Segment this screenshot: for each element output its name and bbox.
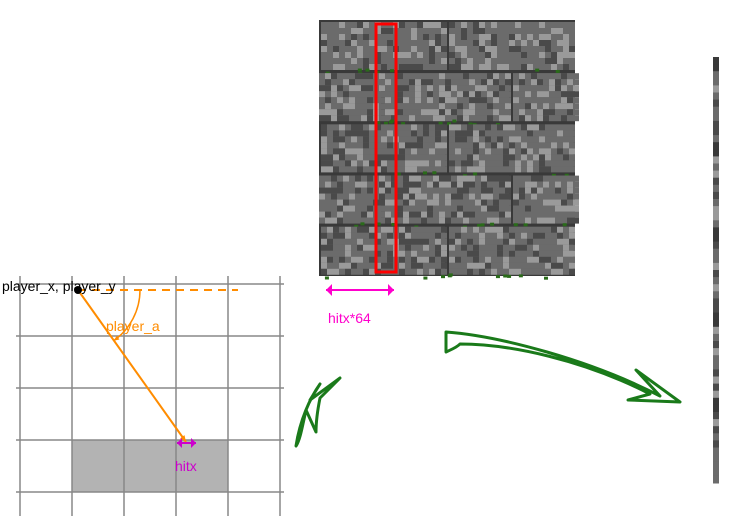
flow-arrow-2 <box>446 332 680 402</box>
rendered-strip <box>713 57 719 484</box>
player-label: player_x, player_y <box>2 278 116 294</box>
flow-arrow-1 <box>296 378 340 446</box>
shaded-cell <box>124 440 176 492</box>
player-ray <box>78 290 186 442</box>
measure-arrow-r <box>388 284 394 296</box>
hitx-label: hitx <box>175 458 197 474</box>
hitx64-label: hitx*64 <box>328 310 371 326</box>
measure-arrow-l <box>326 284 332 296</box>
angle-label: player_a <box>106 318 160 334</box>
shaded-cell <box>72 440 124 492</box>
brick-texture <box>319 20 579 280</box>
